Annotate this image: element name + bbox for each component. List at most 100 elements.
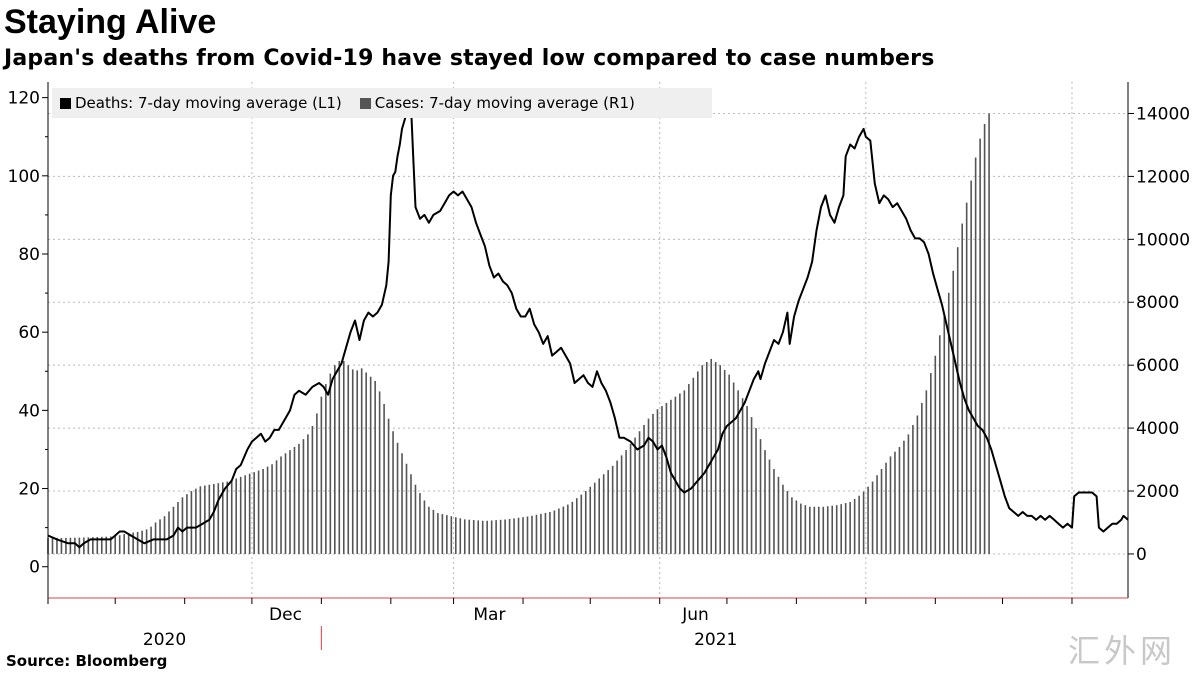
cases-bar	[490, 520, 493, 554]
cases-bar	[647, 418, 650, 554]
cases-bar	[688, 384, 690, 554]
cases-bar	[159, 519, 161, 554]
cases-bar	[307, 434, 309, 554]
cases-bar	[347, 365, 350, 554]
cases-bar	[567, 504, 569, 554]
cases-bar	[544, 512, 547, 554]
cases-swatch	[359, 97, 371, 109]
cases-bar	[351, 369, 354, 554]
cases-bar	[930, 373, 932, 554]
cases-bar	[275, 460, 278, 554]
cases-bar	[190, 491, 193, 554]
cases-bar	[262, 469, 264, 554]
legend-label-deaths: Deaths: 7-day moving average (L1)	[75, 94, 342, 112]
cases-bar	[199, 486, 202, 554]
cases-bar	[114, 536, 117, 554]
cases-bar	[925, 390, 928, 554]
cases-bar	[428, 506, 430, 554]
y-right-tick-label: 10000	[1136, 230, 1190, 250]
cases-bar	[105, 536, 108, 554]
y-right-tick-label: 12000	[1136, 167, 1190, 187]
y-left-tick-label: 100	[8, 167, 40, 187]
cases-bar	[643, 424, 645, 554]
cases-bar	[499, 519, 502, 554]
cases-bar	[934, 355, 937, 554]
cases-bar	[903, 440, 905, 554]
cases-bar	[132, 532, 134, 554]
cases-bar	[674, 396, 677, 554]
cases-bar	[419, 493, 421, 554]
cases-bar	[186, 494, 188, 554]
cases-bar	[136, 531, 139, 554]
cases-bar	[737, 390, 739, 554]
cases-bar	[692, 377, 695, 554]
cases-bar	[414, 484, 417, 554]
cases-bar	[298, 443, 300, 554]
cases-bar	[768, 459, 771, 554]
cases-bar	[921, 402, 923, 554]
cases-bar	[463, 519, 466, 554]
cases-bar	[983, 123, 986, 554]
cases-bar	[154, 522, 157, 554]
cases-bar	[840, 504, 842, 554]
cases-bar	[988, 113, 990, 554]
x-month-label: Mar	[473, 605, 505, 625]
cases-bar	[244, 475, 246, 554]
deaths-swatch	[60, 97, 71, 109]
y-left-tick-label: 40	[18, 401, 40, 421]
cases-bar	[325, 384, 327, 554]
cases-bar	[589, 486, 592, 554]
cases-bar	[405, 463, 408, 554]
legend-item-deaths: Deaths: 7-day moving average (L1)	[60, 94, 342, 112]
cases-bar	[513, 518, 515, 554]
cases-bar	[849, 502, 851, 554]
cases-bar	[970, 180, 972, 554]
cases-bar	[974, 157, 977, 554]
cases-bar	[338, 360, 341, 554]
cases-bar	[329, 373, 332, 554]
cases-bar	[965, 202, 968, 554]
cases-bar	[508, 519, 511, 554]
cases-bar	[719, 365, 721, 554]
cases-bar	[813, 506, 816, 554]
watermark: 汇外网	[1068, 632, 1177, 670]
cases-bar	[947, 292, 950, 554]
cases-bar	[100, 536, 103, 554]
cases-bar	[705, 362, 708, 554]
cases-bar	[943, 314, 946, 554]
cases-bar	[764, 450, 766, 554]
cases-bar	[800, 503, 802, 554]
x-year-label: 2020	[143, 630, 186, 650]
cases-bar	[280, 456, 282, 554]
cases-bar	[696, 371, 699, 554]
cases-bar	[239, 476, 242, 554]
cases-bar	[392, 431, 394, 554]
y-right-tick-label: 14000	[1136, 104, 1190, 124]
cases-bar	[741, 398, 744, 554]
cases-bar	[773, 469, 775, 554]
cases-bar	[213, 483, 215, 554]
cases-bar	[629, 443, 632, 554]
cases-bar	[876, 475, 878, 554]
cases-bar	[56, 538, 58, 554]
cases-bar	[912, 424, 914, 554]
cases-bar	[455, 517, 457, 554]
cases-bar	[69, 537, 72, 554]
cases-bar	[127, 533, 130, 554]
deaths-line-group	[47, 104, 1129, 549]
source-note: Source: Bloomberg	[6, 652, 168, 670]
cases-bar	[401, 453, 403, 554]
cases-bar	[383, 403, 385, 554]
cases-bar	[168, 511, 170, 554]
cases-bar	[732, 382, 735, 554]
cases-bar	[195, 488, 197, 554]
cases-bar	[118, 535, 121, 554]
cases-bar	[656, 409, 659, 554]
cases-bar	[316, 413, 318, 554]
cases-bar	[342, 360, 345, 554]
cases-bar	[670, 399, 672, 554]
cases-bar	[956, 247, 959, 554]
cases-bar	[83, 537, 85, 554]
cases-bar	[634, 437, 636, 554]
cases-bar	[867, 486, 869, 554]
